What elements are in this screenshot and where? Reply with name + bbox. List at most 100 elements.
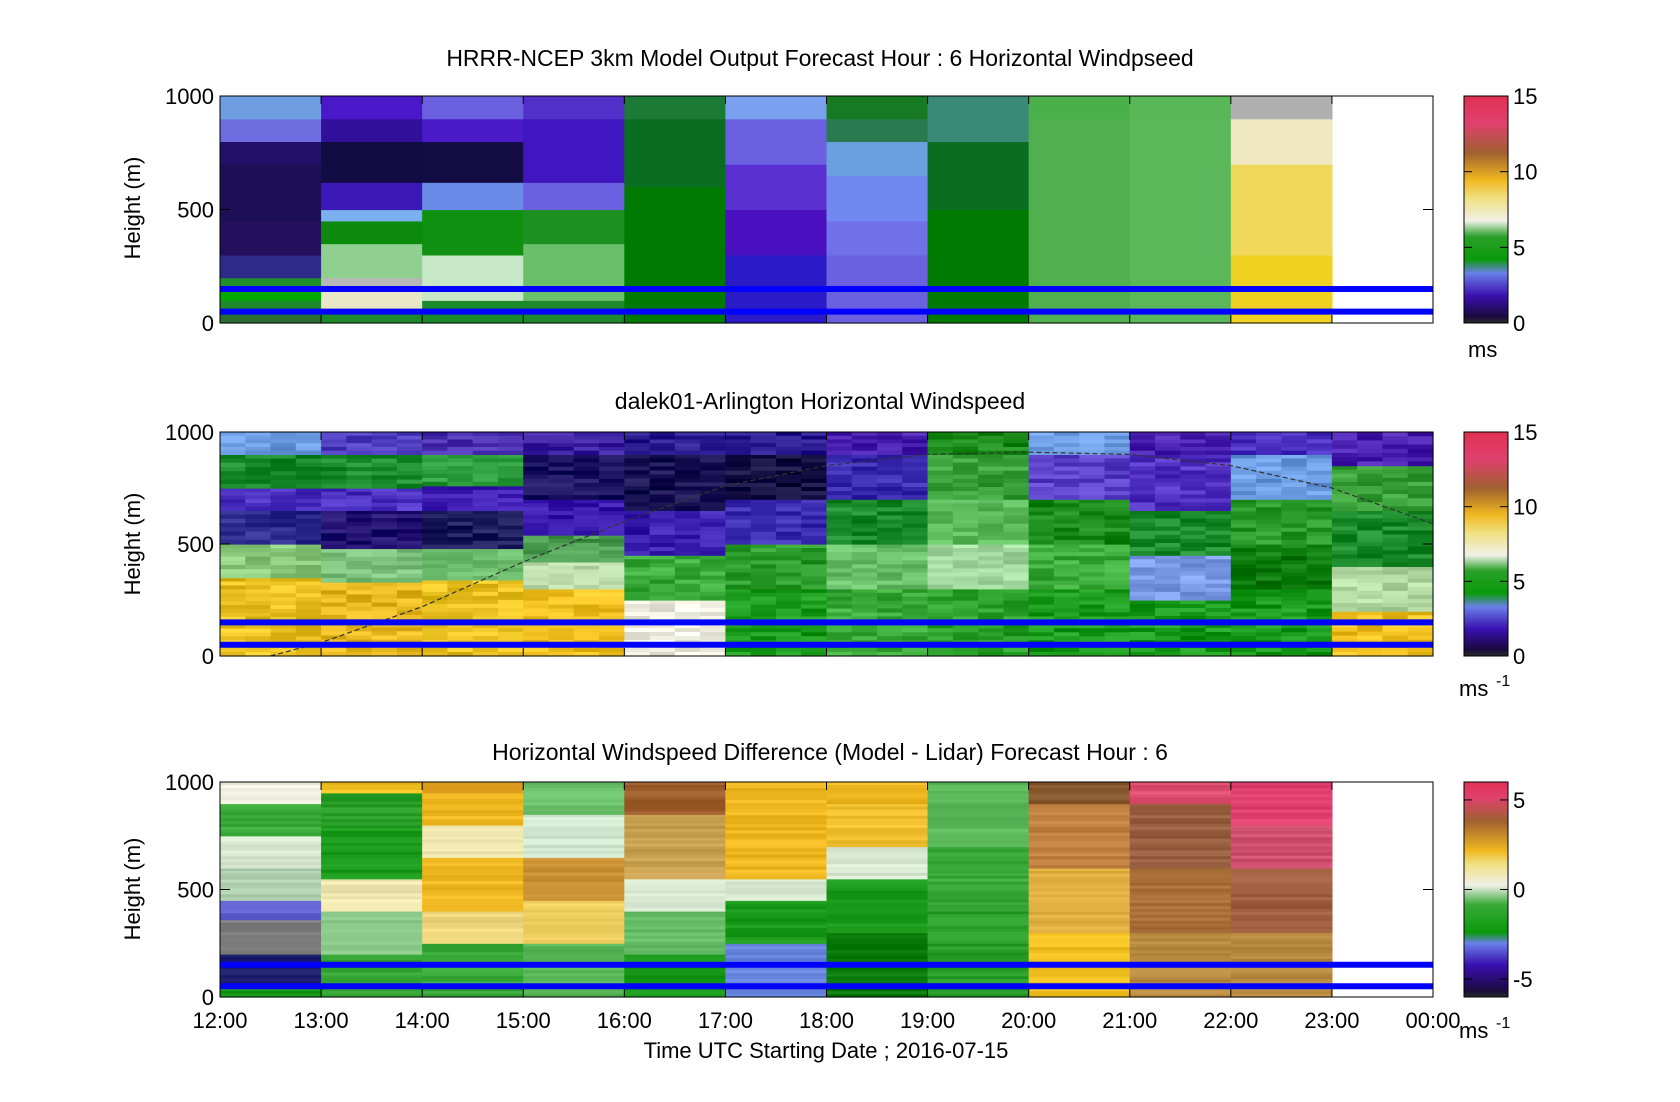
heatmap-cell — [1129, 478, 1156, 483]
heatmap-cell — [1028, 950, 1131, 954]
heatmap-cell — [1306, 458, 1333, 464]
heatmap-cell — [952, 443, 979, 448]
heatmap-cell — [1003, 576, 1030, 582]
heatmap-cell — [270, 589, 297, 594]
heatmap-cell — [1256, 556, 1282, 561]
heatmap-cell — [270, 608, 297, 614]
heatmap-cell — [725, 612, 752, 618]
heatmap-cell — [321, 923, 423, 927]
heatmap-cell — [1407, 635, 1434, 641]
heatmap-cell — [396, 479, 423, 485]
heatmap-cell — [927, 556, 954, 561]
heatmap-cell — [775, 450, 802, 455]
heatmap-cell — [346, 488, 373, 493]
heatmap-cell — [927, 572, 954, 578]
heatmap-cell — [447, 432, 474, 437]
heatmap-cell — [1053, 491, 1080, 496]
heatmap-cell — [497, 514, 524, 519]
heatmap-cell — [270, 435, 297, 441]
heatmap-cell — [927, 928, 1030, 933]
heatmap-cell — [245, 565, 272, 570]
heatmap-cell — [220, 950, 322, 955]
heatmap-cell — [220, 859, 322, 863]
heatmap-cell — [1230, 809, 1333, 814]
heatmap-cell — [1382, 546, 1409, 551]
heatmap-cell — [523, 900, 625, 904]
heatmap-cell — [396, 561, 423, 566]
heatmap-cell — [346, 552, 373, 558]
heatmap-cell — [1357, 530, 1384, 535]
heatmap-cell — [1053, 548, 1080, 553]
heatmap-cell — [599, 616, 625, 622]
heatmap-cell — [422, 934, 524, 938]
heatmap-cell — [1180, 551, 1207, 556]
heatmap-cell — [472, 615, 499, 621]
heatmap-cell — [573, 632, 600, 637]
heatmap-cell — [371, 565, 398, 571]
heatmap-cell — [245, 548, 272, 553]
heatmap-cell — [1028, 853, 1131, 857]
heatmap-cell — [649, 600, 676, 605]
heatmap-cell — [1028, 572, 1055, 578]
heatmap-cell — [1028, 903, 1131, 907]
heatmap-cell — [1129, 841, 1232, 846]
heatmap-cell — [396, 614, 423, 620]
heatmap-cell — [674, 555, 701, 560]
heatmap-cell — [927, 934, 1030, 939]
heatmap-cell — [447, 552, 474, 557]
heatmap-cell — [1079, 604, 1106, 610]
heatmap-cell — [422, 651, 449, 657]
heatmap-cell — [295, 495, 322, 500]
heatmap-cell — [700, 498, 727, 503]
heatmap-cell — [1230, 906, 1333, 910]
panel-2-colorbar-unit: ms — [1459, 676, 1488, 701]
heatmap-cell — [599, 454, 625, 460]
heatmap-cell — [624, 782, 727, 786]
heatmap-cell — [548, 561, 575, 567]
heatmap-cell — [447, 537, 474, 542]
heatmap-cell — [1256, 435, 1282, 441]
heatmap-cell — [1331, 444, 1358, 450]
heatmap-cell — [801, 604, 828, 610]
heatmap-cell — [346, 454, 373, 460]
x-tick-label: 13:00 — [294, 1008, 349, 1033]
heatmap-cell — [573, 519, 600, 524]
heatmap-cell — [295, 435, 322, 441]
heatmap-cell — [523, 573, 550, 578]
heatmap-cell — [1331, 615, 1358, 620]
heatmap-cell — [599, 432, 625, 437]
heatmap-cell — [1155, 439, 1181, 444]
heatmap-cell — [245, 446, 272, 452]
heatmap-cell — [1028, 841, 1131, 846]
heatmap-cell — [877, 470, 903, 476]
heatmap-cell — [1357, 574, 1384, 580]
heatmap-cell — [220, 527, 246, 532]
x-tick-label: 00:00 — [1405, 1008, 1460, 1033]
heatmap-cell — [523, 515, 550, 520]
heatmap-cell — [877, 548, 903, 553]
heatmap-cell — [927, 896, 1030, 900]
heatmap-cell — [270, 518, 297, 524]
heatmap-cell — [1053, 515, 1080, 521]
heatmap-cell — [927, 432, 954, 437]
heatmap-cell — [775, 580, 802, 586]
heatmap-cell — [927, 916, 1030, 921]
heatmap-cell — [927, 893, 1030, 897]
heatmap-cell — [1053, 608, 1080, 614]
heatmap-cell — [321, 537, 347, 542]
heatmap-cell — [674, 612, 701, 617]
y-tick-label: 500 — [177, 532, 214, 557]
heatmap-cell — [422, 955, 524, 959]
heatmap-cell — [1129, 894, 1232, 898]
heatmap-cell — [548, 519, 575, 524]
heatmap-cell — [1357, 485, 1384, 491]
heatmap-cell — [877, 592, 903, 598]
heatmap-cell — [674, 563, 701, 569]
heatmap-cell — [851, 632, 878, 637]
heatmap-cell — [1028, 800, 1131, 805]
heatmap-cell — [624, 828, 727, 833]
heatmap-cell — [1382, 448, 1409, 454]
heatmap-cell — [624, 538, 651, 544]
heatmap-cell — [624, 852, 727, 856]
heatmap-cell — [245, 443, 272, 448]
